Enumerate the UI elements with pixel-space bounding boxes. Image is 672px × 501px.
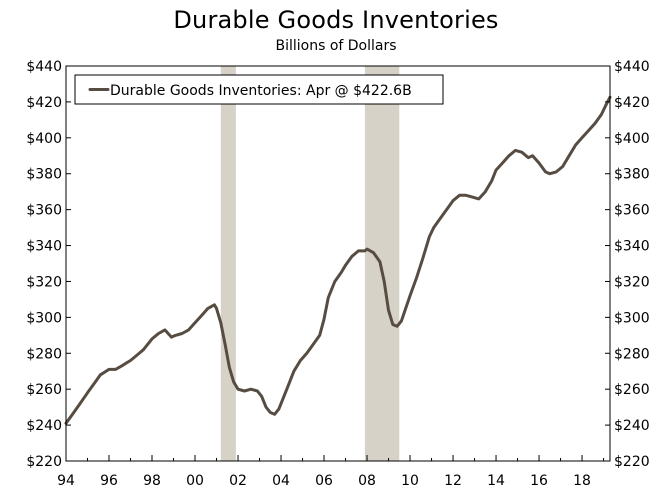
- y-tick-label-right: $280: [614, 346, 650, 362]
- x-tick-label: 96: [100, 473, 118, 489]
- recession-band-0: [220, 66, 236, 461]
- y-tick-label-right: $260: [614, 382, 650, 398]
- legend: Durable Goods Inventories: Apr @ $422.6B: [74, 74, 444, 105]
- y-tick-label-left: $420: [26, 95, 62, 111]
- x-tick-label: 10: [401, 473, 419, 489]
- y-tick-label-left: $260: [26, 382, 62, 398]
- y-tick-label-right: $420: [614, 95, 650, 111]
- x-tick-label: 94: [57, 473, 75, 489]
- x-tick-label: 06: [315, 473, 333, 489]
- axis-ticks: [65, 65, 610, 462]
- y-tick-label-right: $340: [614, 239, 650, 255]
- y-tick-label-left: $360: [26, 203, 62, 219]
- x-tick-label: 16: [530, 473, 548, 489]
- y-tick-label-left: $400: [26, 131, 62, 147]
- y-tick-label-left: $300: [26, 310, 62, 326]
- y-tick-label-right: $380: [614, 167, 650, 183]
- recession-band-1: [364, 66, 400, 461]
- y-tick-label-right: $220: [614, 454, 650, 470]
- x-tick-label: 18: [573, 473, 591, 489]
- y-tick-label-right: $360: [614, 203, 650, 219]
- plot-area-frame: [65, 65, 611, 462]
- y-tick-label-left: $380: [26, 167, 62, 183]
- y-tick-label-right: $240: [614, 418, 650, 434]
- y-tick-label-right: $320: [614, 274, 650, 290]
- y-tick-label-left: $220: [26, 454, 62, 470]
- series-layer: [64, 95, 612, 425]
- series-line-0: [64, 95, 612, 425]
- axis-tick-labels: $220 $220 $240 $240 $260 $260 $280 $280 $300 $300…: [26, 59, 649, 489]
- x-tick-label: 12: [444, 473, 462, 489]
- x-tick-label: 08: [358, 473, 376, 489]
- y-tick-label-left: $240: [26, 418, 62, 434]
- chart-subtitle: Billions of Dollars: [275, 38, 397, 54]
- x-tick-label: 14: [487, 473, 505, 489]
- y-tick-label-left: $320: [26, 274, 62, 290]
- x-tick-label: 02: [229, 473, 247, 489]
- y-tick-label-right: $300: [614, 310, 650, 326]
- chart-title: Durable Goods Inventories: [173, 6, 499, 34]
- y-tick-label-left: $280: [26, 346, 62, 362]
- x-tick-label: 00: [186, 473, 204, 489]
- y-tick-label-left: $340: [26, 239, 62, 255]
- legend-entry-label: Durable Goods Inventories: Apr @ $422.6B: [110, 83, 412, 99]
- y-tick-label-right: $440: [614, 59, 650, 75]
- legend-box: [74, 74, 444, 105]
- x-tick-label: 04: [272, 473, 290, 489]
- x-tick-label: 98: [143, 473, 161, 489]
- y-tick-label-right: $400: [614, 131, 650, 147]
- recession-bands: [220, 66, 400, 461]
- y-tick-label-left: $440: [26, 59, 62, 75]
